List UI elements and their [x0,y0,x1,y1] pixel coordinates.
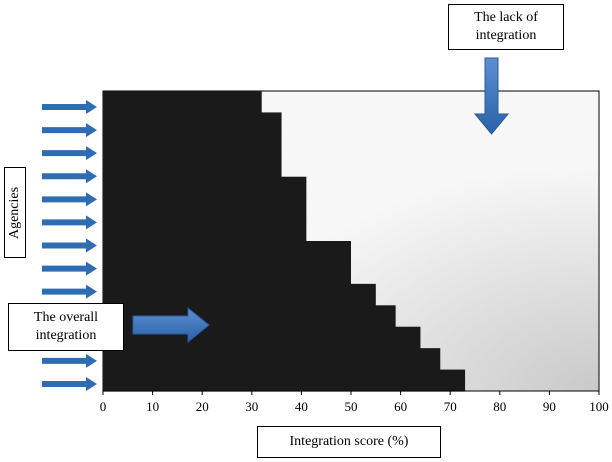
x-tick-label: 60 [394,399,407,414]
bar-3 [103,133,282,156]
agency-arrow-icon [42,261,97,276]
bar-9 [103,262,351,285]
lack-arrow-icon [473,57,510,135]
agency-arrow-icon [42,377,97,391]
bar-7 [103,219,307,242]
bar-10 [103,283,376,306]
x-tick-label: 40 [295,399,308,414]
x-tick-label: 80 [493,399,506,414]
agency-arrow-icon [42,192,97,207]
y-axis-label-text: Agencies [7,186,22,239]
bar-14 [103,369,466,392]
agency-arrow-icon [42,284,97,299]
agency-arrow-icon [42,238,97,253]
x-axis-label: Integration score (%) [257,426,441,458]
agency-arrow-icon [42,123,97,138]
bar-5 [103,176,307,199]
lack-of-integration-label: The lack of integration [448,4,564,50]
x-tick-label: 10 [146,399,159,414]
x-tick-label: 50 [345,399,358,414]
bar-8 [103,241,351,264]
y-axis-label: Agencies [4,167,26,258]
x-tick-label: 20 [196,399,209,414]
bar-1 [103,91,262,114]
agency-arrow-icon [42,146,97,161]
x-tick-label: 0 [100,399,107,414]
x-tick-label: 30 [245,399,258,414]
bar-2 [103,112,282,135]
x-tick-label: 90 [543,399,556,414]
x-tick-label: 70 [444,399,457,414]
agency-arrow-icon [42,169,97,184]
bar-6 [103,198,307,221]
overall-arrow-icon [132,306,210,344]
overall-integration-label: The overall integration [8,303,124,351]
agency-arrow-icon [42,353,97,368]
bar-4 [103,155,282,178]
agency-arrow-icon [42,100,97,114]
x-tick-label: 100 [589,399,609,414]
agency-arrow-icon [42,215,97,230]
bar-13 [103,348,441,371]
